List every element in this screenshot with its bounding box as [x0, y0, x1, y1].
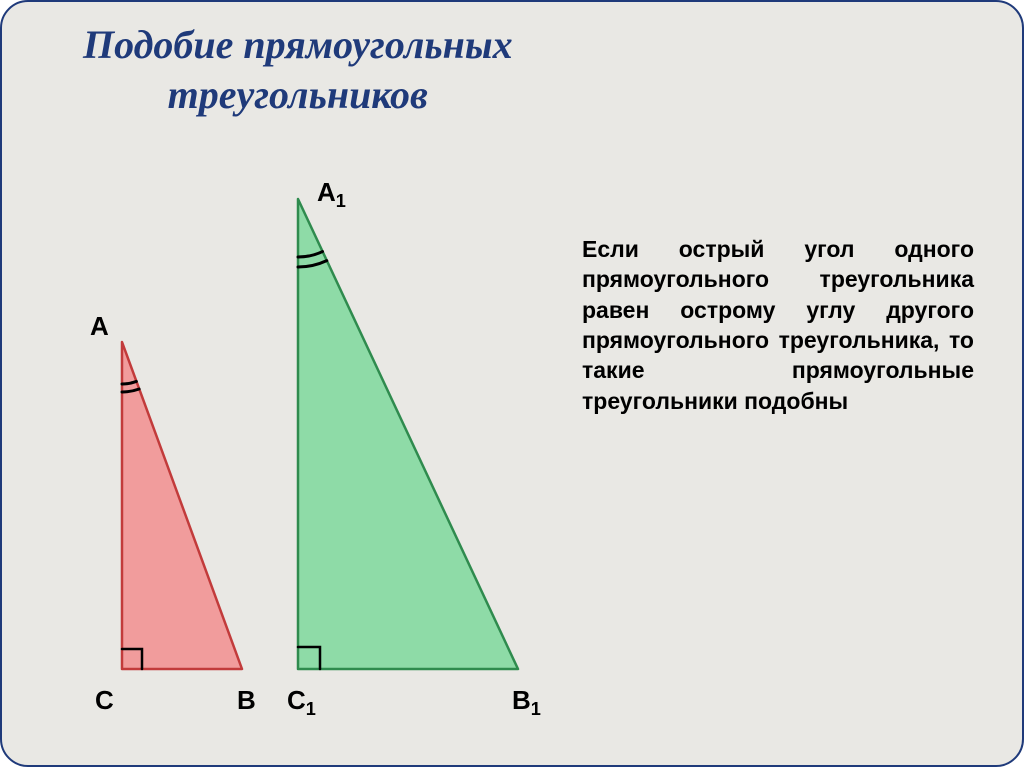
triangle-large — [298, 199, 518, 669]
vertex-label-C1: C1 — [287, 685, 316, 720]
triangle-small — [122, 342, 242, 669]
triangles-diagram: A C B A1 C1 B1 — [42, 207, 562, 727]
vertex-label-A: A — [90, 311, 109, 342]
slide-title: Подобие прямоугольных треугольников — [2, 20, 594, 120]
vertex-label-B1: B1 — [512, 685, 541, 720]
slide-frame: Подобие прямоугольных треугольников Если… — [0, 0, 1024, 767]
theorem-text: Если острый угол одного прямоугольного т… — [582, 234, 974, 416]
vertex-label-B: B — [237, 685, 256, 716]
vertex-label-C: C — [95, 685, 114, 716]
diagram-svg — [42, 207, 562, 727]
vertex-label-A1: A1 — [317, 177, 346, 212]
